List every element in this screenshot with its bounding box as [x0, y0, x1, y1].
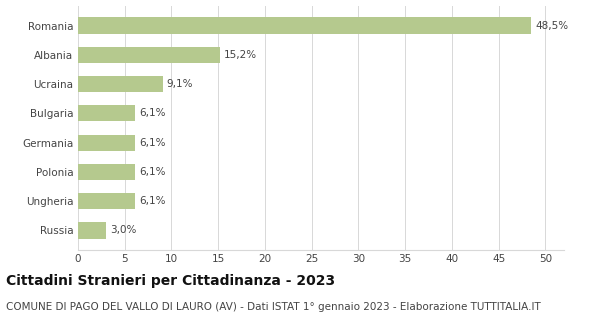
- Bar: [78, 135, 135, 151]
- Bar: [78, 105, 135, 121]
- Text: 6,1%: 6,1%: [139, 108, 165, 118]
- Text: 6,1%: 6,1%: [139, 196, 165, 206]
- Text: 9,1%: 9,1%: [167, 79, 193, 89]
- Bar: [78, 18, 531, 34]
- Text: Cittadini Stranieri per Cittadinanza - 2023: Cittadini Stranieri per Cittadinanza - 2…: [6, 274, 335, 288]
- Text: 48,5%: 48,5%: [535, 20, 568, 30]
- Bar: [78, 76, 163, 92]
- Text: 6,1%: 6,1%: [139, 138, 165, 148]
- Text: 3,0%: 3,0%: [110, 226, 136, 236]
- Bar: [78, 47, 220, 63]
- Bar: [78, 164, 135, 180]
- Bar: [78, 193, 135, 209]
- Text: 15,2%: 15,2%: [224, 50, 257, 60]
- Text: COMUNE DI PAGO DEL VALLO DI LAURO (AV) - Dati ISTAT 1° gennaio 2023 - Elaborazio: COMUNE DI PAGO DEL VALLO DI LAURO (AV) -…: [6, 302, 541, 312]
- Bar: [78, 222, 106, 238]
- Text: 6,1%: 6,1%: [139, 167, 165, 177]
